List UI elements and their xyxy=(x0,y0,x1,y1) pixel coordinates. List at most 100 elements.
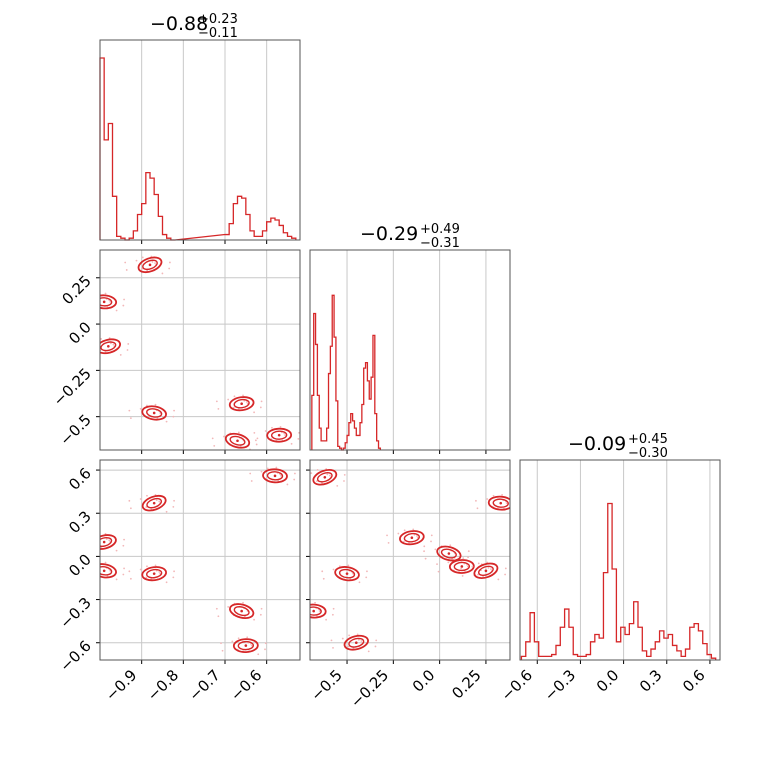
p6-xlabel-1: −0.3 xyxy=(541,666,579,704)
p4-sample-2-4 xyxy=(78,539,80,541)
p5-sample-7-4 xyxy=(460,567,463,570)
p2-sample-2-12 xyxy=(94,341,96,343)
p5-sample-0-1 xyxy=(315,480,318,483)
p5-sample-5-11 xyxy=(451,558,454,560)
p4-mode-1 xyxy=(273,474,277,478)
p5-contour-outer-8 xyxy=(487,495,510,511)
p2-contour-inner-1 xyxy=(100,297,113,307)
p4-sample-6-9 xyxy=(221,649,224,652)
p2-ylabel-0: 0.25 xyxy=(58,272,94,308)
p4-sample-4-2 xyxy=(154,564,157,567)
p4-sample-6-7 xyxy=(237,637,240,640)
p6-bin-33 xyxy=(664,638,668,660)
p4-contour-outer-0 xyxy=(141,494,167,512)
p4-sample-5-2 xyxy=(242,601,244,604)
p5-mode-1 xyxy=(312,609,316,613)
title-p6-median: −0.09 xyxy=(568,433,626,455)
p2-contour-outer-5 xyxy=(224,432,251,449)
p2-sample-1-1 xyxy=(95,305,97,307)
p2-ylabel-1: 0.0 xyxy=(65,318,95,348)
p2-contour-inner-5 xyxy=(229,435,246,446)
p2-sample-3-4 xyxy=(128,409,131,412)
p5-contour-inner-8 xyxy=(492,498,509,508)
p4-contour-outer-3 xyxy=(100,563,117,579)
p4-sample-4-9 xyxy=(129,577,132,580)
p5-sample-2-13 xyxy=(375,639,378,642)
p4-sample-0-3 xyxy=(165,510,168,513)
p4-sample-3-13 xyxy=(123,567,125,570)
p5-sample-5-9 xyxy=(424,557,427,560)
p4-sample-3-7 xyxy=(96,563,98,565)
p2-marks xyxy=(83,255,300,450)
p2-sample-4-2 xyxy=(242,394,244,397)
p4-sample-2-12 xyxy=(90,537,92,539)
p2-sample-0-13 xyxy=(169,261,171,264)
p2-sample-0-1 xyxy=(141,267,143,270)
p4-sample-6-13 xyxy=(264,642,267,645)
p4-sample-5-11 xyxy=(244,615,246,618)
p4-mode-0 xyxy=(152,501,156,505)
p4-sample-2-6 xyxy=(100,546,103,549)
p5-sample-8-9 xyxy=(476,507,479,510)
p5-sample-3-3 xyxy=(358,581,361,584)
p6-xlabel-2: 0.0 xyxy=(593,666,623,696)
p4-xlabel-1: −0.8 xyxy=(144,666,182,704)
p3-histogram-line xyxy=(311,294,382,451)
p5-sample-2-9 xyxy=(332,646,334,649)
p2-sample-6-4 xyxy=(253,431,256,434)
p4-frame xyxy=(99,459,301,661)
p4-sample-0-5 xyxy=(158,500,161,503)
p4-sample-2-10 xyxy=(105,538,108,541)
p2-sample-0-5 xyxy=(154,262,156,264)
p2-sample-5-11 xyxy=(239,445,242,448)
p2-mode-5 xyxy=(236,439,239,443)
p5-sample-2-5 xyxy=(360,640,363,642)
p2-sample-4-3 xyxy=(253,411,255,414)
p5-sample-0-12 xyxy=(310,472,313,475)
p5-contour-inner-6 xyxy=(453,561,471,572)
p4-contour-outer-6 xyxy=(232,638,259,654)
p5-sample-1-4 xyxy=(288,608,290,610)
p2-sample-6-12 xyxy=(264,430,267,432)
p2-mode-4 xyxy=(240,402,243,406)
p2-sample-0-10 xyxy=(151,261,154,263)
p4-contour-inner-5 xyxy=(233,606,250,617)
p5-frame xyxy=(309,459,511,661)
p5-contour-inner-1 xyxy=(310,606,322,616)
p4-sample-2-7 xyxy=(96,534,98,536)
p5-sample-5-8 xyxy=(467,556,469,559)
p5-contour-inner-3 xyxy=(338,568,356,579)
p2-sample-6-2 xyxy=(279,425,282,428)
p2-sample-2-10 xyxy=(109,342,112,345)
p2-sample-3-8 xyxy=(172,415,175,418)
p5-sample-4-8 xyxy=(430,540,432,543)
p2-sample-1-7 xyxy=(96,294,98,296)
p2-sample-6-3 xyxy=(290,442,293,445)
title-p1: −0.88 +0.23 −0.11 xyxy=(150,12,238,41)
p4-sample-3-8 xyxy=(122,573,125,576)
p4-sample-1-2 xyxy=(275,466,278,469)
p2-sample-5-9 xyxy=(213,444,216,447)
p2-sample-3-13 xyxy=(173,409,175,412)
p2-sample-4-9 xyxy=(217,407,220,410)
p4-sample-1-3 xyxy=(286,483,289,486)
p5-sample-2-4 xyxy=(330,639,333,642)
p5-xlabel-3: 0.25 xyxy=(448,666,484,702)
p4-sample-0-7 xyxy=(146,494,148,497)
p2-ylabel-3: −0.5 xyxy=(56,411,94,449)
p2-sample-2-4 xyxy=(83,343,85,345)
title-p1-median: −0.88 xyxy=(150,13,208,35)
p2-sample-1-2 xyxy=(104,292,107,295)
p5-contour-outer-1 xyxy=(310,603,327,619)
p3-bin-6 xyxy=(323,441,325,450)
p4-contour-inner-0 xyxy=(146,497,163,509)
title-p1-plus: +0.23 xyxy=(198,12,238,27)
p2-contour-inner-0 xyxy=(142,259,158,271)
p4-sample-3-2 xyxy=(104,561,107,564)
p2-sample-2-3 xyxy=(119,354,122,356)
p4-contour-inner-2 xyxy=(100,537,113,547)
p5-contour-outer-5 xyxy=(436,545,462,562)
p5-sample-3-8 xyxy=(365,576,368,579)
p5-sample-0-5 xyxy=(328,474,331,477)
